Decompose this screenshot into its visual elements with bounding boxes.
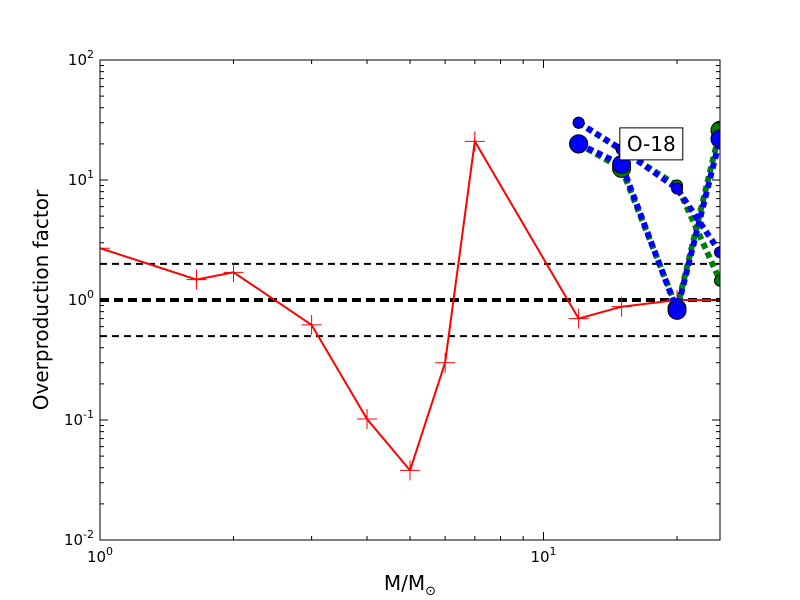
series-4-line bbox=[577, 138, 720, 321]
x-tick-label-0: 100 bbox=[87, 545, 113, 566]
series-0-point-7 bbox=[464, 131, 485, 152]
series-4-point-0 bbox=[569, 134, 589, 154]
y-axis-label: Overproduction factor bbox=[29, 189, 53, 410]
reference-lines bbox=[100, 262, 720, 338]
series-0-point-2 bbox=[223, 262, 244, 283]
series-3-point-3 bbox=[714, 246, 720, 259]
series-0-point-1 bbox=[186, 269, 207, 290]
series-3-point-2 bbox=[671, 182, 684, 195]
annotation-0: O-18 bbox=[619, 127, 684, 161]
x-axis-label-subscript: ⊙ bbox=[425, 584, 436, 599]
series-4 bbox=[569, 129, 720, 321]
series-4-point-2 bbox=[667, 300, 687, 320]
annotations: O-18 bbox=[619, 127, 684, 161]
series-0-point-9 bbox=[611, 296, 632, 317]
series-0-point-5 bbox=[400, 460, 420, 481]
series-0-point-0 bbox=[100, 238, 110, 259]
series-3-point-0 bbox=[572, 116, 585, 129]
series-0-point-8 bbox=[568, 308, 589, 329]
y-tick-label-3: 101 bbox=[68, 168, 94, 189]
annotation-text: O-18 bbox=[627, 132, 676, 156]
y-tick-label-1: 10-1 bbox=[64, 408, 94, 429]
series-0-point-4 bbox=[357, 408, 378, 429]
y-tick-label-0: 10-2 bbox=[64, 528, 94, 549]
series-0-point-3 bbox=[301, 314, 322, 335]
series-0 bbox=[100, 131, 720, 481]
annotation-box bbox=[619, 127, 684, 161]
series-0-point-6 bbox=[435, 352, 456, 373]
series-3-line bbox=[577, 120, 720, 254]
x-axis-label-main: M/M bbox=[384, 571, 425, 595]
series-0-line bbox=[100, 138, 720, 473]
y-tick-label-4: 102 bbox=[68, 48, 94, 69]
ticks: 100 101 10-2 10-1 100 101 102 bbox=[64, 48, 720, 566]
series-1-point-2 bbox=[714, 274, 720, 287]
x-axis-label: M/M⊙ bbox=[384, 571, 436, 599]
x-tick-label-1: 101 bbox=[530, 545, 556, 566]
y-tick-label-2: 100 bbox=[68, 288, 94, 309]
series-group bbox=[100, 116, 720, 481]
